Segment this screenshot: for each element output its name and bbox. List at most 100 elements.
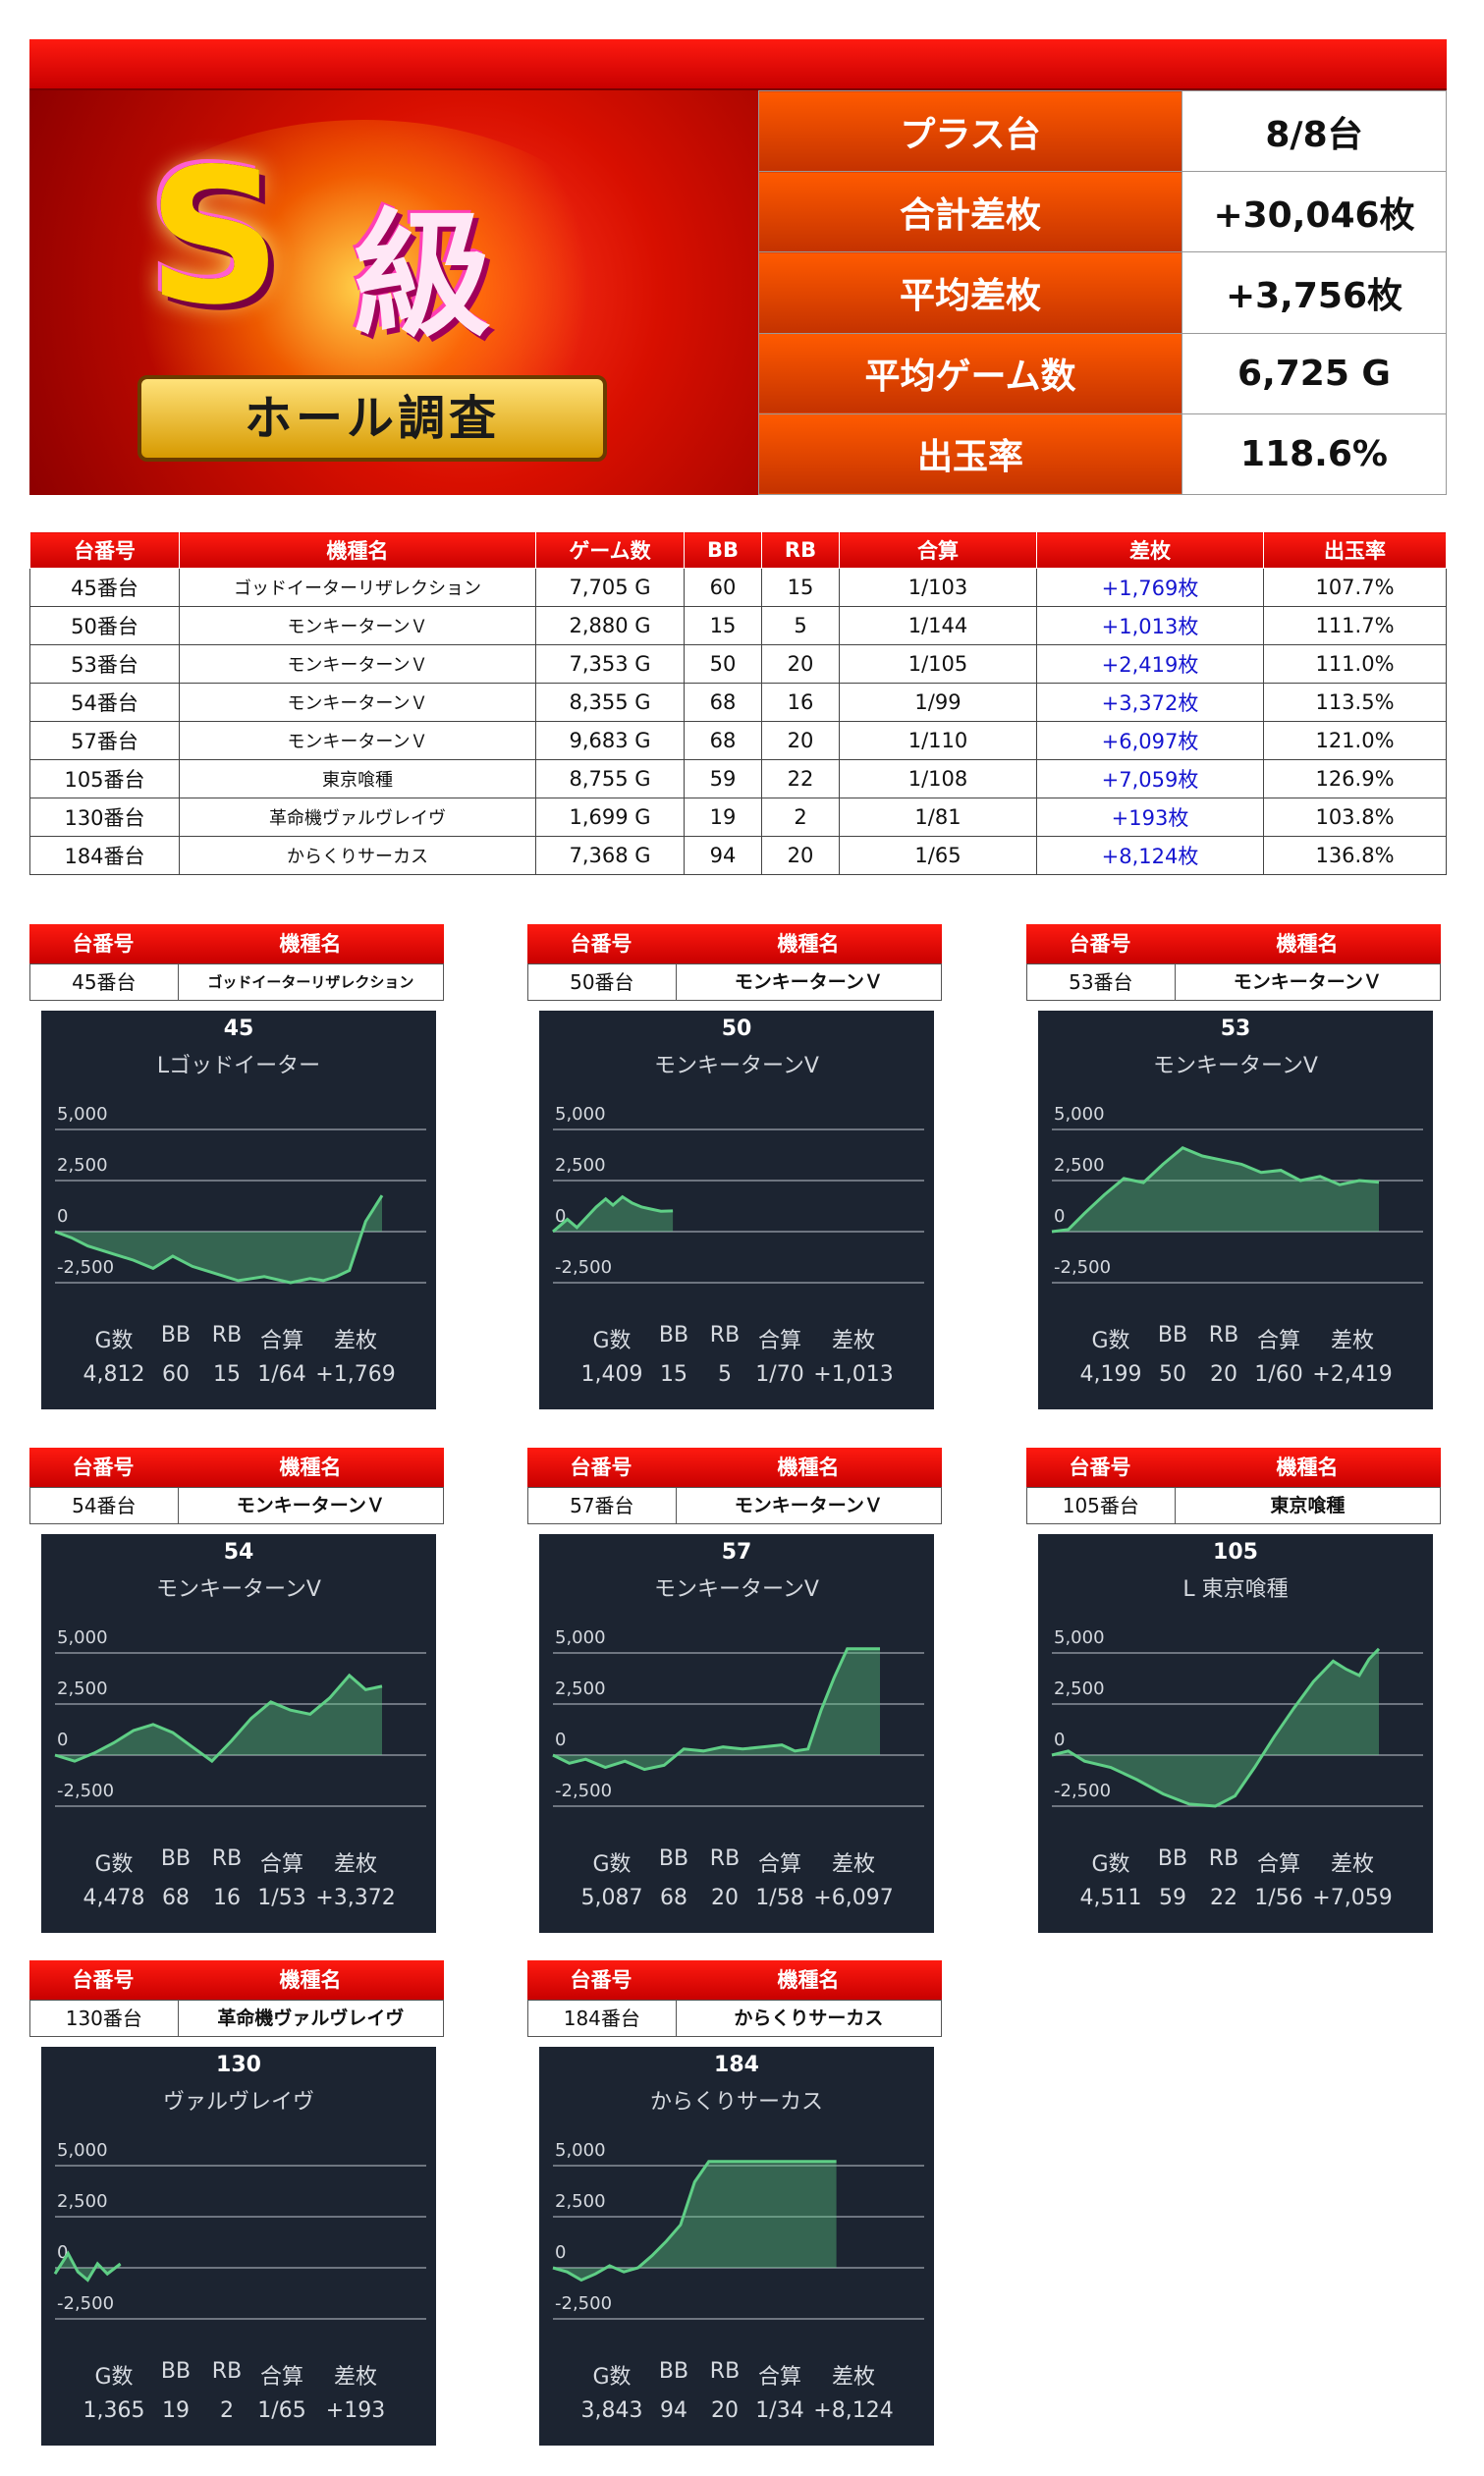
col-bb: BB — [684, 531, 762, 569]
stat-value: 16 — [213, 1886, 241, 1910]
stat-value: 59 — [1159, 1886, 1186, 1910]
y-tick-label: -2,500 — [1054, 1257, 1111, 1278]
cell-diff: +1,013枚 — [1036, 606, 1264, 645]
stat-value: 20 — [711, 1886, 739, 1910]
graph-card-unit: 130番台 — [30, 2001, 179, 2036]
graph-card-unit: 50番台 — [528, 964, 677, 1000]
graph-svg: 5,000 2,500 0 -2,500 — [54, 1627, 426, 1807]
graph-card: 台番号 機種名 54番台 モンキーターンＶ 54 モンキーターンV 5,000 2,500 0 -… — [29, 1448, 444, 1933]
y-tick-label: 2,500 — [555, 2191, 606, 2212]
graph-card-unit-header: 台番号 — [527, 924, 675, 963]
stat-label: BB — [1157, 1846, 1188, 1871]
graph-card-unit: 105番台 — [1027, 1488, 1176, 1523]
machine-table-header: 台番号 機種名 ゲーム数 BB RB 合算 差枚 出玉率 — [29, 531, 1447, 569]
graph-card-machine: モンキーターンＶ — [734, 971, 883, 993]
graph-stats-values: 5,087 68 20 1/58 +6,097 — [539, 1886, 934, 1910]
graph-machine-name: モンキーターンV — [1153, 1054, 1318, 1078]
stat-value: 20 — [1210, 1362, 1237, 1387]
cell-rb: 22 — [761, 759, 840, 798]
y-tick-label: 5,000 — [1054, 1627, 1105, 1648]
stat-label: BB — [160, 2359, 192, 2384]
y-tick-label: 0 — [1054, 1730, 1065, 1750]
graph-svg: 5,000 2,500 0 -2,500 — [552, 1627, 924, 1807]
graph-card-info: 57番台 モンキーターンＶ — [527, 1487, 942, 1524]
graph-card-machine: モンキーターンＶ — [236, 1495, 385, 1516]
stat-label: 合算 — [259, 1852, 303, 1877]
stat-label: 合算 — [259, 2365, 303, 2390]
col-machine: 機種名 — [179, 531, 536, 569]
stat-label: RB — [211, 1846, 243, 1871]
summary-row: 出玉率 118.6% — [758, 413, 1447, 496]
stat-value: 1/65 — [257, 2398, 306, 2423]
y-tick-label: -2,500 — [1054, 1781, 1111, 1801]
stat-value: +1,769 — [315, 1362, 396, 1387]
col-rb: RB — [761, 531, 840, 569]
cell-payout: 107.7% — [1263, 568, 1447, 607]
table-row: 105番台 東京喰種 8,755 G 59 22 1/108 +7,059枚 126.9% — [29, 759, 1447, 798]
stat-label: G数 — [1091, 1852, 1130, 1877]
graph-card-machine-header: 機種名 — [675, 924, 942, 963]
graph-unit-number: 57 — [721, 1540, 752, 1565]
graph-card-info: 184番台 からくりサーカス — [527, 2000, 942, 2037]
cell-bb: 59 — [684, 759, 762, 798]
stat-value: 94 — [660, 2398, 687, 2423]
stat-label: BB — [1157, 1323, 1188, 1348]
stat-label: 合算 — [1256, 1329, 1300, 1353]
cell-bb: 50 — [684, 644, 762, 684]
stat-label: BB — [160, 1323, 192, 1348]
cell-diff: +7,059枚 — [1036, 759, 1264, 798]
table-row: 57番台 モンキーターンＶ 9,683 G 68 20 1/110 +6,097枚 121.0… — [29, 721, 1447, 760]
stat-label: BB — [160, 1846, 192, 1871]
table-row: 54番台 モンキーターンＶ 8,355 G 68 16 1/99 +3,372枚 113.5% — [29, 683, 1447, 722]
graph-area — [55, 1675, 382, 1762]
graph-card-unit-header: 台番号 — [527, 1448, 675, 1487]
graph-stats: G数 BB RB 合算 差枚 4,199 50 20 1/60 +2,419 — [1038, 1323, 1433, 1387]
graph-card-header: 台番号 機種名 — [527, 924, 942, 963]
graph-card-unit: 57番台 — [528, 1488, 677, 1523]
cell-rb: 15 — [761, 568, 840, 607]
graph-stats-labels: G数 BB RB 合算 差枚 — [41, 1846, 436, 1878]
graph-panel: 130 ヴァルヴレイヴ 5,000 2,500 0 -2,500 G数 BB RB 合算 差枚 1,3… — [41, 2047, 436, 2446]
graph-panel: 50 モンキーターンV 5,000 2,500 0 -2,500 G数 BB RB 合算 差枚 1,4… — [539, 1011, 934, 1409]
graph-card-machine-header: 機種名 — [675, 1448, 942, 1487]
summary-label: 出玉率 — [758, 413, 1182, 496]
stat-value: 4,478 — [82, 1886, 145, 1910]
summary-value: 8/8台 — [1182, 89, 1447, 173]
graph-panel: 53 モンキーターンV 5,000 2,500 0 -2,500 G数 BB RB 合算 差枚 4,1… — [1038, 1011, 1433, 1409]
graph-stats: G数 BB RB 合算 差枚 1,365 19 2 1/65 +193 — [41, 2359, 436, 2423]
cell-combined: 1/81 — [839, 798, 1037, 837]
graph-machine-name: モンキーターンV — [156, 1577, 321, 1602]
graph-stats-values: 4,478 68 16 1/53 +3,372 — [41, 1886, 436, 1910]
cell-combined: 1/108 — [839, 759, 1037, 798]
graph-card: 台番号 機種名 105番台 東京喰種 105 L 東京喰種 5,000 2,500 0 -2,50… — [1026, 1448, 1441, 1933]
graph-card-header: 台番号 機種名 — [1026, 924, 1441, 963]
stat-value: 1,365 — [82, 2398, 145, 2423]
cell-diff: +193枚 — [1036, 798, 1264, 837]
cell-payout: 126.9% — [1263, 759, 1447, 798]
graph-card: 台番号 機種名 57番台 モンキーターンＶ 57 モンキーターンV 5,000 2,500 0 -… — [527, 1448, 942, 1933]
summary-label: 合計差枚 — [758, 171, 1182, 253]
cell-machine: モンキーターンＶ — [179, 644, 536, 684]
stat-value: 4,511 — [1079, 1886, 1142, 1910]
graph-card-machine-header: 機種名 — [177, 1448, 444, 1487]
graph-card-info: 130番台 革命機ヴァルヴレイヴ — [29, 2000, 444, 2037]
graph-machine-name: ヴァルヴレイヴ — [162, 2090, 314, 2115]
graph-machine-name: からくりサーカス — [649, 2090, 823, 2115]
cell-diff: +3,372枚 — [1036, 683, 1264, 722]
machine-table: 台番号 機種名 ゲーム数 BB RB 合算 差枚 出玉率 45番台 ゴッドイーター… — [29, 531, 1447, 875]
cell-machine: 東京喰種 — [179, 759, 536, 798]
graph-card-unit: 45番台 — [30, 964, 179, 1000]
summary-row: 平均ゲーム数 6,725 G — [758, 332, 1447, 414]
cell-unit: 57番台 — [29, 721, 180, 760]
graph-line — [552, 2160, 837, 2283]
stat-label: 差枚 — [831, 1329, 875, 1353]
graph-card-header: 台番号 機種名 — [527, 1960, 942, 2000]
table-row: 45番台 ゴッドイーターリザレクション 7,705 G 60 15 1/103 +1,769… — [29, 568, 1447, 607]
stat-label: RB — [709, 1846, 741, 1871]
stat-value: 15 — [660, 1362, 687, 1387]
cell-combined: 1/103 — [839, 568, 1037, 607]
stat-value: 4,199 — [1079, 1362, 1142, 1387]
summary-value: 118.6% — [1182, 413, 1447, 496]
graph-card-machine: ゴッドイーターリザレクション — [207, 973, 414, 991]
graph-card-unit-header: 台番号 — [1026, 924, 1174, 963]
